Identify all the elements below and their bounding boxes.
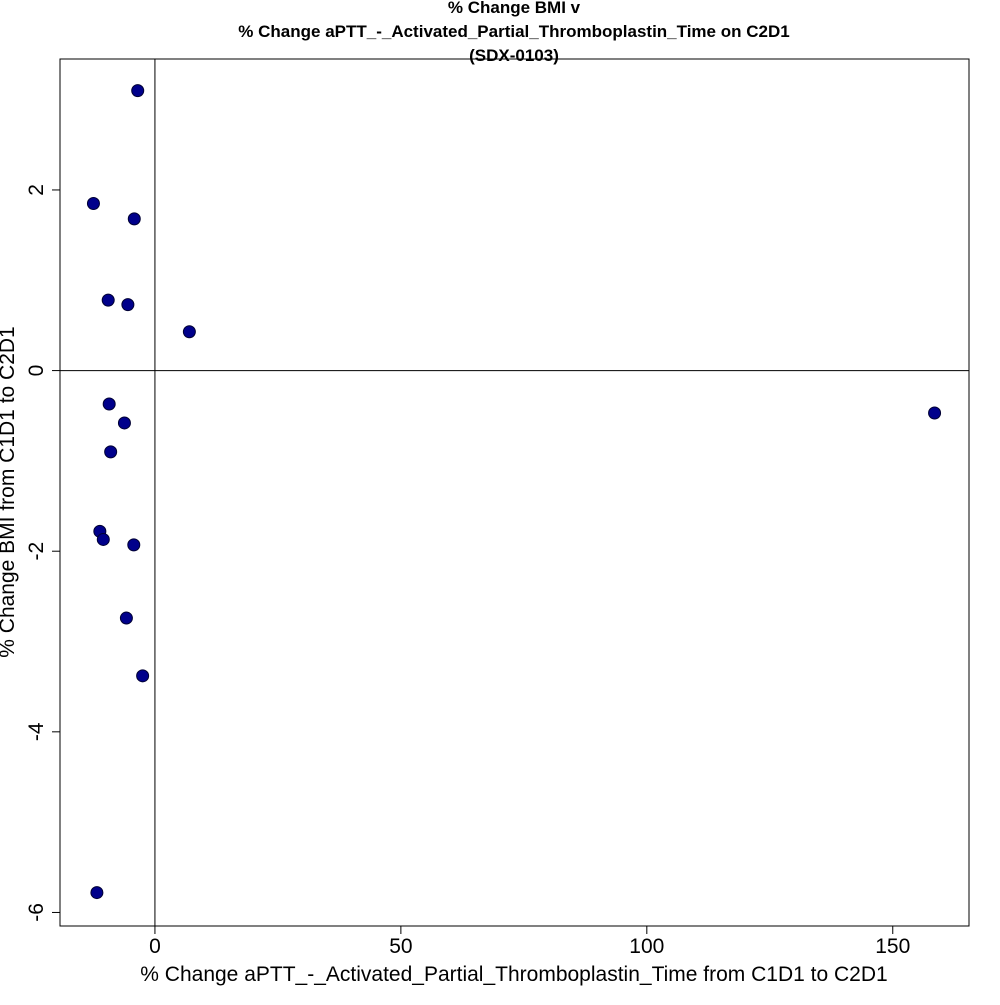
chart-title-line-2: % Change aPTT_-_Activated_Partial_Thromb… xyxy=(238,22,789,41)
y-tick-label: 2 xyxy=(25,184,48,196)
data-point xyxy=(86,197,100,210)
data-point xyxy=(102,397,116,411)
data-point xyxy=(127,538,141,552)
x-tick-label: 0 xyxy=(149,935,161,958)
data-point xyxy=(121,298,135,312)
chart-title-line-1: % Change BMI v xyxy=(448,0,581,17)
data-point xyxy=(119,611,133,625)
chart-title-line-3: (SDX-0103) xyxy=(469,46,559,65)
data-point xyxy=(90,886,104,900)
data-point xyxy=(182,325,196,339)
data-point xyxy=(117,416,131,430)
reference-lines xyxy=(60,59,969,926)
data-point xyxy=(101,293,115,307)
y-axis-label: % Change BMI from C1D1 to C2D1 xyxy=(0,326,19,657)
x-axis-label: % Change aPTT_-_Activated_Partial_Thromb… xyxy=(140,963,887,986)
data-point xyxy=(131,84,145,98)
x-tick-label: 100 xyxy=(629,935,664,958)
y-axis-ticks: -6 -4 -2 0 2 xyxy=(25,184,60,922)
data-point xyxy=(104,445,118,459)
x-axis-ticks: 0 50 100 150 xyxy=(149,926,910,958)
data-point xyxy=(127,212,141,226)
y-tick-label: -2 xyxy=(25,542,48,561)
data-point xyxy=(928,406,942,420)
x-tick-label: 150 xyxy=(875,935,910,958)
data-point xyxy=(96,532,110,546)
y-tick-label: -4 xyxy=(25,722,48,741)
data-points xyxy=(86,84,942,900)
plot-frame xyxy=(59,58,970,927)
x-tick-label: 50 xyxy=(389,935,412,958)
data-point xyxy=(136,669,150,683)
y-tick-label: -6 xyxy=(25,903,48,922)
y-tick-label: 0 xyxy=(25,365,48,377)
